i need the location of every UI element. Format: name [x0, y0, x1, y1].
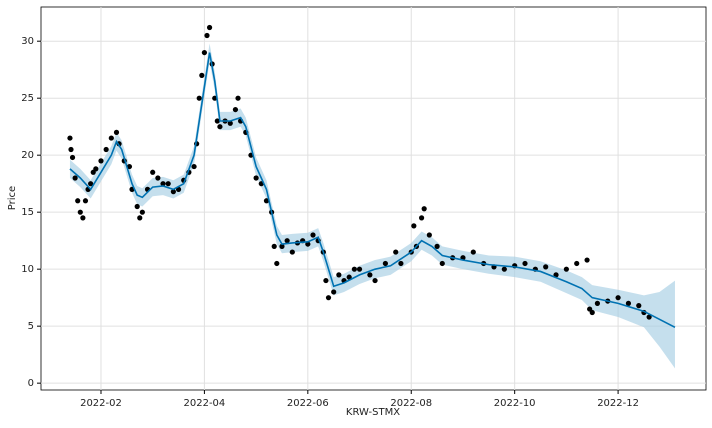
observation: [411, 223, 417, 229]
observation: [274, 260, 280, 267]
observation: [382, 260, 388, 267]
observation: [67, 135, 73, 141]
observation: [289, 249, 295, 255]
observation: [139, 209, 145, 215]
y-tick-label: 5: [28, 321, 34, 332]
observation: [310, 232, 316, 238]
x-tick-label: 2022-04: [184, 398, 226, 409]
observation: [426, 232, 432, 238]
observation: [204, 32, 210, 39]
observation: [553, 272, 559, 278]
observation: [82, 198, 89, 204]
observation: [214, 118, 220, 124]
observation: [170, 189, 176, 195]
observation: [372, 277, 378, 284]
observation: [113, 129, 120, 135]
observation: [69, 154, 76, 161]
observation: [253, 175, 259, 181]
observation: [351, 266, 357, 272]
observation: [543, 264, 549, 270]
observation: [522, 260, 528, 267]
y-tick-label: 25: [21, 93, 34, 104]
y-tick-label: 0: [28, 378, 34, 389]
x-tick-label: 2022-10: [494, 398, 536, 409]
observation: [227, 120, 233, 126]
observation: [93, 166, 99, 172]
uncertainty-band: [69, 43, 675, 369]
x-tick-label: 2022-12: [597, 398, 639, 409]
y-tick-label: 10: [21, 264, 34, 275]
observation: [75, 198, 81, 204]
observation: [155, 175, 161, 181]
observation: [72, 175, 78, 181]
observation: [263, 198, 270, 204]
observation: [77, 209, 83, 215]
y-tick-label: 30: [21, 36, 34, 47]
x-tick-label: 2022-02: [80, 398, 122, 409]
x-tick-label: 2022-06: [287, 398, 329, 409]
observation: [206, 24, 213, 31]
observation: [98, 158, 104, 164]
observation: [636, 303, 642, 309]
observation: [325, 295, 332, 301]
x-axis-label: KRW-STMX: [346, 407, 400, 418]
observation: [137, 215, 143, 221]
observation: [501, 266, 507, 272]
observation: [323, 277, 329, 284]
observation: [165, 181, 171, 187]
observation: [305, 241, 311, 247]
observation: [470, 249, 476, 255]
observation: [201, 49, 208, 56]
observation: [336, 272, 342, 278]
observation: [160, 181, 166, 187]
observation: [625, 300, 632, 306]
y-axis-label: Price: [7, 186, 18, 210]
observation: [80, 215, 86, 221]
observation: [563, 266, 569, 272]
observation: [284, 238, 290, 244]
forecast-line: [69, 52, 676, 329]
observation: [574, 260, 580, 267]
observation: [421, 206, 427, 212]
observation: [103, 146, 109, 153]
observation: [584, 257, 590, 263]
observation: [589, 309, 595, 316]
observation: [393, 249, 399, 255]
y-tick-label: 15: [21, 207, 34, 218]
observation: [232, 106, 239, 113]
x-tick-label: 2022-08: [390, 398, 432, 409]
y-tick-label: 20: [21, 150, 34, 161]
observation: [68, 146, 74, 153]
observation: [418, 215, 425, 221]
observation: [217, 124, 223, 130]
observation: [108, 135, 114, 141]
observation: [271, 243, 277, 249]
observation: [150, 169, 156, 175]
observation: [434, 243, 440, 249]
observation: [346, 274, 352, 280]
plot-frame: [40, 6, 707, 391]
observation: [235, 95, 241, 101]
observation: [646, 314, 652, 320]
observation: [398, 260, 404, 267]
observation: [126, 163, 133, 170]
observation: [594, 300, 601, 306]
observation: [331, 289, 337, 295]
observation: [615, 295, 621, 301]
observation: [199, 72, 205, 78]
observation: [356, 266, 363, 272]
observation: [134, 203, 140, 210]
observation: [367, 272, 373, 278]
observation: [279, 243, 285, 249]
observation: [88, 181, 94, 187]
observation: [439, 260, 445, 267]
observation: [196, 95, 202, 101]
observation: [191, 163, 197, 170]
